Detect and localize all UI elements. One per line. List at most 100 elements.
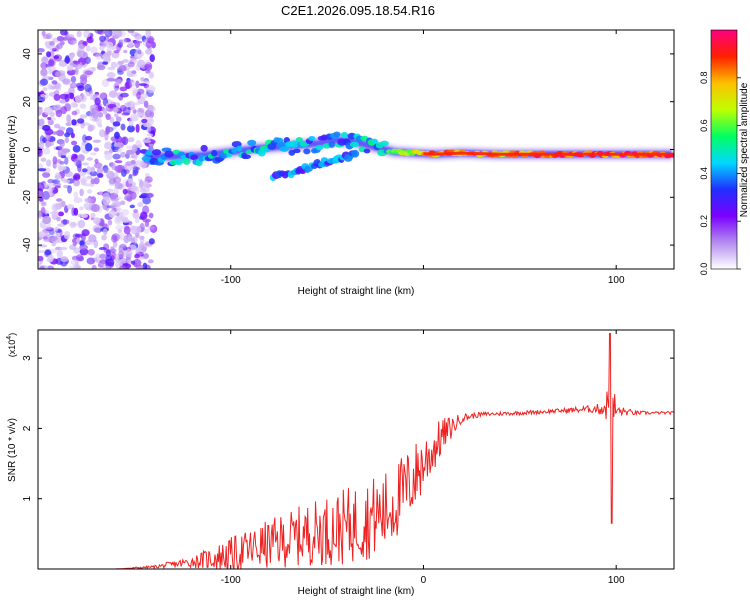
noise-blob [104,141,112,150]
noise-blob [131,173,137,177]
noise-blob [60,256,68,263]
ridge-cell [151,149,162,156]
noise-blob [139,235,145,240]
noise-blob [139,188,147,194]
noise-blob [143,228,150,234]
noise-blob [84,143,93,152]
noise-blob [108,209,116,218]
noise-blob [46,159,52,167]
noise-blob [109,246,115,253]
noise-blob [49,111,55,118]
noise-blob [75,254,84,262]
noise-blob [145,48,153,55]
noise-blob [142,180,149,188]
noise-blob [55,71,62,78]
noise-blob [53,104,62,110]
noise-blob [97,111,104,118]
noise-blob [90,178,96,185]
noise-blob [144,64,151,69]
noise-blob [51,80,58,85]
noise-blob [142,218,152,223]
noise-blob [149,54,155,63]
noise-blob [128,178,133,185]
noise-blob [151,41,156,49]
noise-blob [72,241,77,247]
noise-blob [148,225,155,231]
noise-blob [114,85,120,89]
noise-blob [93,147,100,152]
noise-blob [73,191,79,199]
snr-series-line [38,333,674,569]
noise-blob [60,151,67,155]
noise-blob [102,228,108,235]
noise-blob [129,204,135,209]
noise-blob [53,182,62,187]
noise-blob [46,51,52,58]
noise-blob [82,162,90,166]
noise-blob [89,152,97,156]
noise-blob [57,211,65,217]
ridge-cell [164,150,174,158]
noise-blob [114,113,119,118]
noise-blob [76,30,82,38]
noise-blob [93,227,102,233]
noise-blob [145,70,151,74]
noise-blob [102,167,110,173]
noise-blob [126,125,135,133]
noise-blob [102,61,108,65]
noise-blob [84,83,92,93]
noise-blob [115,215,121,223]
noise-blob [40,206,46,215]
noise-blob [44,249,52,256]
noise-blob [49,235,58,242]
noise-blob [47,116,52,120]
noise-blob [79,188,84,197]
noise-blob [64,56,71,64]
noise-blob [66,66,74,71]
noise-blob [42,171,51,178]
noise-blob [136,59,146,69]
branch-cell [351,149,360,158]
noise-blob [103,249,112,254]
noise-blob [55,232,61,238]
noise-blob [42,34,51,40]
noise-blob [63,231,71,240]
noise-blob [42,87,48,91]
noise-blob [74,174,81,180]
snr-y-multiplier: (x104) [6,333,17,357]
noise-blob [74,67,79,75]
noise-blob [132,258,142,267]
noise-blob [136,91,141,100]
noise-blob [64,136,69,144]
noise-blob [102,196,111,206]
noise-blob [64,31,69,37]
noise-blob [79,248,89,256]
noise-blob [74,61,83,70]
noise-blob [74,94,82,104]
noise-blob [111,233,121,241]
noise-blob [79,103,87,109]
noise-blob [121,112,130,116]
noise-blob [41,30,46,37]
noise-blob [116,196,122,200]
spectrogram-panel: -100 100 -40 -20 0 20 40 Height of straight l… [7,29,675,297]
noise-blob [97,173,104,178]
noise-blob [45,141,52,148]
noise-blob [80,144,86,153]
noise-blob [67,34,75,39]
noise-blob [117,228,123,234]
noise-blob [62,78,71,85]
noise-blob [121,218,130,223]
noise-blob [86,36,94,44]
noise-blob [89,170,98,177]
noise-blob [77,154,85,162]
snr-frame [37,329,675,570]
noise-blob [99,35,106,42]
noise-blob [116,78,122,85]
noise-blob [120,123,126,131]
spectrogram-y-tick-label: 0 [22,146,33,152]
noise-blob [143,122,151,127]
colorbar-tick-label: 0.0 [699,263,709,276]
noise-blob [119,232,125,241]
ridge-core [423,151,674,156]
